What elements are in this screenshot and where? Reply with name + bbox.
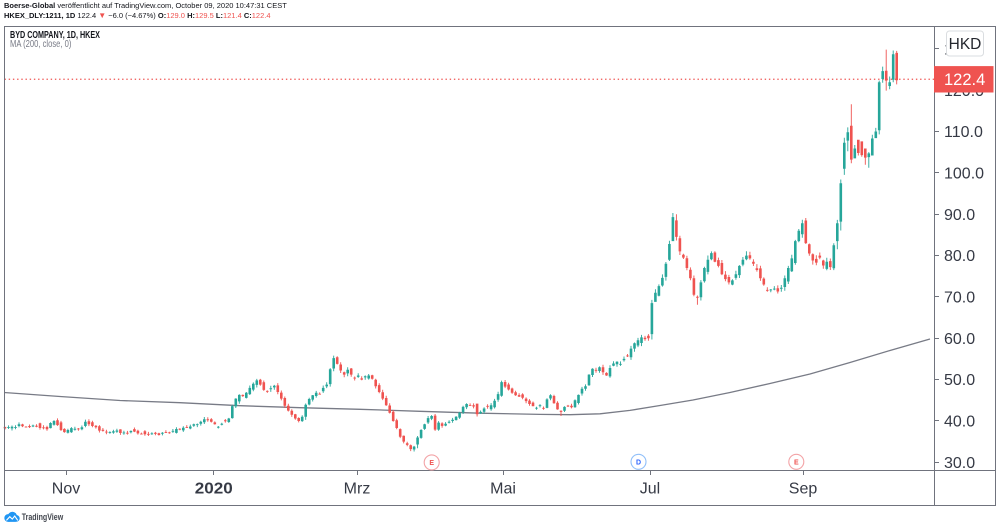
svg-text:122.4: 122.4 (944, 71, 985, 89)
svg-text:70.0: 70.0 (944, 290, 975, 307)
svg-text:Nov: Nov (52, 481, 80, 498)
svg-text:E: E (429, 460, 434, 467)
svg-text:2020: 2020 (195, 481, 233, 498)
svg-text:E: E (794, 459, 799, 466)
svg-text:TradingView: TradingView (22, 512, 64, 522)
svg-text:Mai: Mai (490, 481, 516, 498)
svg-text:40.0: 40.0 (944, 414, 975, 431)
svg-text:HKD: HKD (949, 36, 982, 53)
svg-text:30.0: 30.0 (944, 455, 975, 472)
svg-text:Sep: Sep (789, 481, 818, 498)
svg-text:D: D (636, 459, 641, 466)
svg-text:50.0: 50.0 (944, 372, 975, 389)
svg-text:110.0: 110.0 (944, 124, 983, 141)
svg-text:60.0: 60.0 (944, 331, 975, 348)
svg-text:80.0: 80.0 (944, 248, 975, 265)
svg-text:100.0: 100.0 (944, 166, 984, 183)
svg-text:90.0: 90.0 (944, 207, 975, 224)
svg-text:Jul: Jul (640, 481, 660, 498)
svg-text:Mrz: Mrz (344, 481, 371, 498)
